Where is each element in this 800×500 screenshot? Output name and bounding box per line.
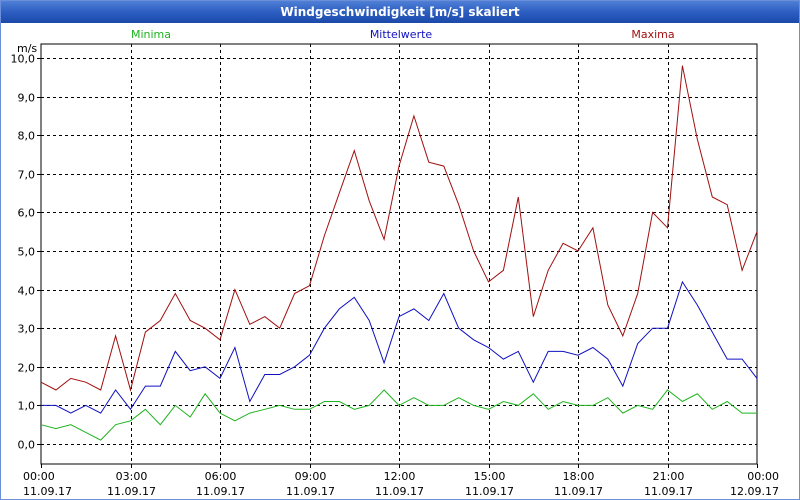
x-tick-label-date: 11.09.17 — [196, 485, 245, 498]
series-line-mittel — [41, 280, 758, 414]
y-tick-label: 7,0 — [18, 169, 36, 182]
x-tick-label-time: 03:00 — [116, 470, 148, 483]
y-axis-label: m/s — [17, 42, 37, 55]
x-tick-label-time: 12:00 — [384, 470, 416, 483]
x-tick-label-time: 00:00 — [23, 470, 55, 483]
y-tick-label: 8,0 — [18, 130, 36, 143]
y-tick-label: 9,0 — [18, 92, 36, 105]
chart-plot: 0,0 1,0 2,0 3,0 4,0 5,0 6,0 7,0 8,0 9,0 10,0 00:00 1… — [11, 28, 780, 498]
x-tick-label-time: 15:00 — [474, 470, 506, 483]
x-tick-label-date: 11.09.17 — [554, 485, 603, 498]
x-tick-label-date: 11.09.17 — [286, 485, 335, 498]
series-line-maxima — [40, 65, 758, 392]
x-tick-label-date: 11.09.17 — [644, 485, 693, 498]
y-tick-label: 4,0 — [18, 285, 36, 298]
x-tick-label-date: 11.09.17 — [23, 485, 72, 498]
y-tick-label: 10,0 — [11, 53, 36, 66]
x-tick-label-date: 11.09.17 — [375, 485, 424, 498]
x-tick-label-time: 09:00 — [295, 470, 327, 483]
y-tick-label: 5,0 — [18, 246, 36, 259]
x-tick-label-date: 11.09.17 — [465, 485, 514, 498]
legend-minima: Minima — [131, 28, 171, 41]
x-tick-label-time: 06:00 — [205, 470, 237, 483]
x-tick-label-time: 18:00 — [563, 470, 595, 483]
y-tick-label: 1,0 — [18, 400, 36, 413]
y-tick-label: 3,0 — [18, 323, 36, 336]
x-tick-label-date: 12.09.17 — [730, 485, 779, 498]
x-tick-label-time: 00:00 — [747, 470, 779, 483]
series-line-minima — [40, 389, 757, 441]
x-tick-label-time: 21:00 — [653, 470, 685, 483]
x-tick-label-date: 11.09.17 — [107, 485, 156, 498]
y-tick-label: 6,0 — [18, 207, 36, 220]
y-tick-label: 0,0 — [18, 439, 36, 452]
legend-maxima: Maxima — [631, 28, 674, 41]
y-tick-label: 2,0 — [18, 362, 36, 375]
chart-title: Windgeschwindigkeit [m/s] skaliert — [1, 1, 799, 23]
legend-mittel: Mittelwerte — [370, 28, 433, 41]
